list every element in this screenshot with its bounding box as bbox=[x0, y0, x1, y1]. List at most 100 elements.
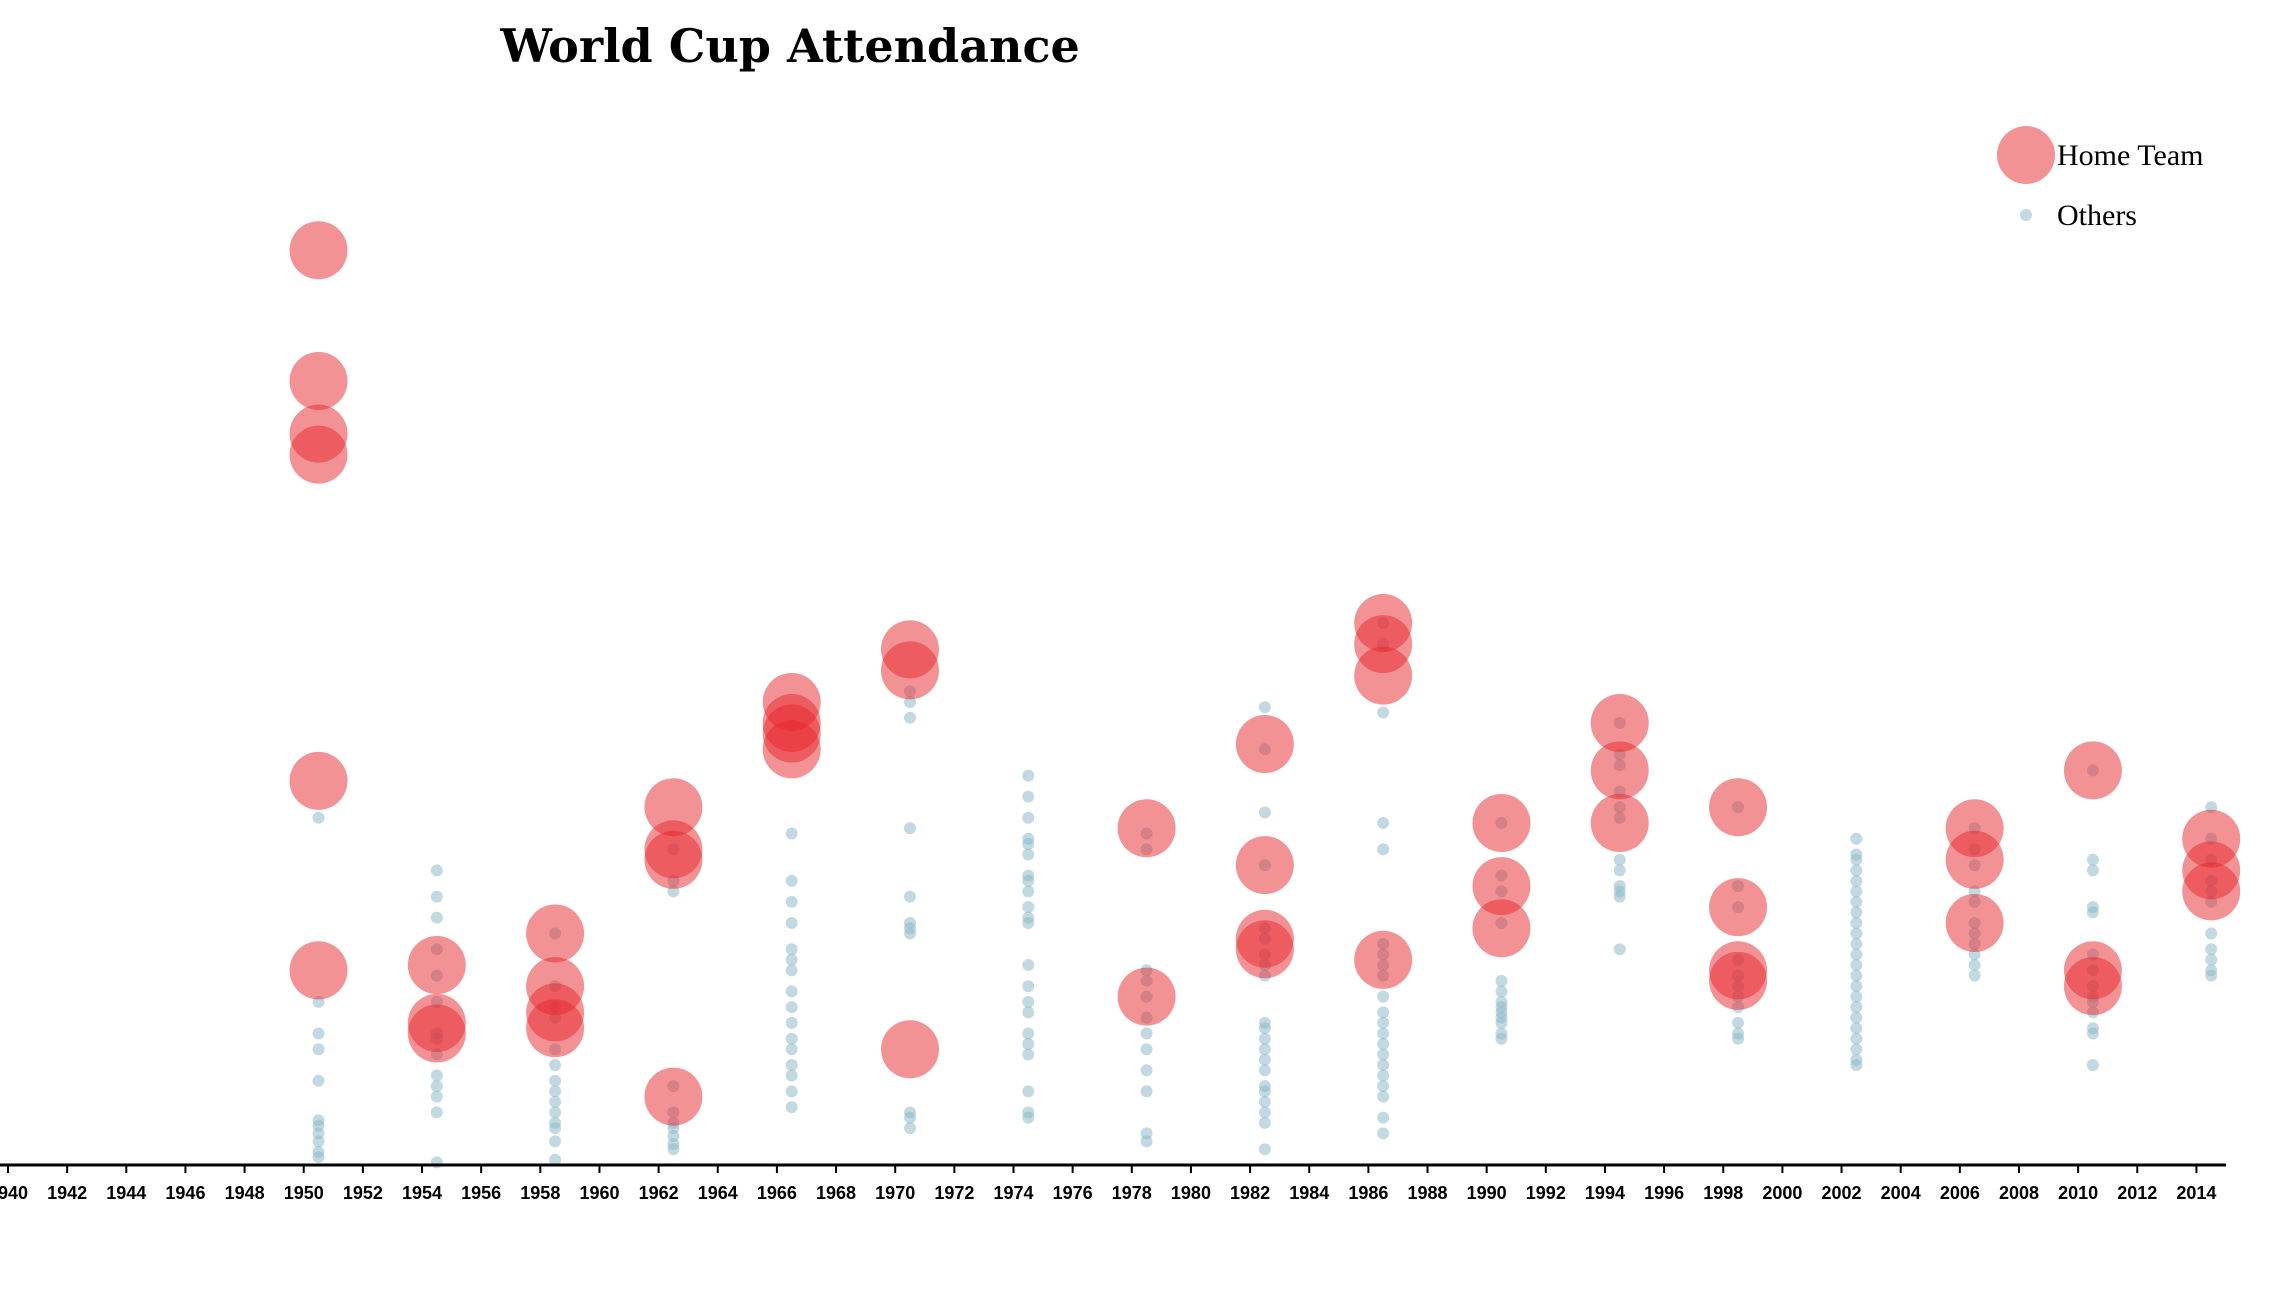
others-point[interactable] bbox=[1968, 969, 1981, 982]
others-point[interactable] bbox=[1850, 874, 1863, 887]
others-point[interactable] bbox=[1022, 959, 1035, 972]
others-point[interactable] bbox=[1850, 853, 1863, 866]
others-point[interactable] bbox=[1850, 906, 1863, 919]
home-team-point[interactable] bbox=[2063, 741, 2122, 800]
home-team-point[interactable] bbox=[1235, 836, 1294, 895]
home-team-point[interactable] bbox=[762, 720, 821, 779]
home-team-point[interactable] bbox=[1472, 857, 1531, 916]
home-team-point[interactable] bbox=[1709, 878, 1768, 937]
others-point[interactable] bbox=[1377, 1059, 1390, 1072]
others-point[interactable] bbox=[2205, 969, 2218, 982]
home-team-point[interactable] bbox=[1590, 793, 1649, 852]
others-point[interactable] bbox=[1968, 959, 1981, 972]
home-team-point[interactable] bbox=[1354, 646, 1413, 705]
others-point[interactable] bbox=[1258, 1106, 1271, 1119]
others-point[interactable] bbox=[1377, 1127, 1390, 1140]
others-point[interactable] bbox=[1022, 916, 1035, 929]
others-point[interactable] bbox=[1732, 1016, 1745, 1029]
home-team-point[interactable] bbox=[1590, 694, 1649, 752]
others-point[interactable] bbox=[785, 985, 798, 998]
others-point[interactable] bbox=[1022, 980, 1035, 993]
others-point[interactable] bbox=[1377, 1006, 1390, 1019]
others-point[interactable] bbox=[1258, 1053, 1271, 1066]
others-point[interactable] bbox=[312, 1151, 325, 1164]
others-point[interactable] bbox=[549, 1095, 562, 1108]
others-point[interactable] bbox=[1377, 1048, 1390, 1061]
home-team-point[interactable] bbox=[1117, 799, 1176, 858]
others-point[interactable] bbox=[1377, 1027, 1390, 1040]
others-point[interactable] bbox=[549, 1122, 562, 1135]
others-point[interactable] bbox=[903, 711, 916, 724]
others-point[interactable] bbox=[785, 1043, 798, 1056]
others-point[interactable] bbox=[549, 1074, 562, 1087]
others-point[interactable] bbox=[1022, 811, 1035, 824]
home-team-point[interactable] bbox=[289, 425, 348, 484]
others-point[interactable] bbox=[1022, 838, 1035, 851]
others-point[interactable] bbox=[1022, 901, 1035, 914]
home-team-point[interactable] bbox=[1945, 893, 2004, 952]
home-team-point[interactable] bbox=[644, 830, 703, 889]
others-point[interactable] bbox=[1258, 806, 1271, 819]
others-point[interactable] bbox=[549, 1085, 562, 1098]
home-team-point[interactable] bbox=[289, 221, 348, 280]
others-point[interactable] bbox=[1022, 769, 1035, 782]
others-point[interactable] bbox=[785, 895, 798, 908]
home-team-point[interactable] bbox=[1354, 930, 1413, 989]
home-team-point[interactable] bbox=[2182, 862, 2241, 921]
others-point[interactable] bbox=[785, 953, 798, 966]
home-team-point[interactable] bbox=[880, 641, 939, 700]
others-point[interactable] bbox=[785, 1001, 798, 1014]
others-point[interactable] bbox=[1850, 1059, 1863, 1072]
others-point[interactable] bbox=[785, 916, 798, 929]
others-point[interactable] bbox=[1377, 1111, 1390, 1124]
others-point[interactable] bbox=[903, 1122, 916, 1135]
home-team-point[interactable] bbox=[1709, 951, 1768, 1010]
others-point[interactable] bbox=[1495, 1032, 1508, 1045]
others-point[interactable] bbox=[2205, 927, 2218, 940]
others-point[interactable] bbox=[1613, 864, 1626, 877]
others-point[interactable] bbox=[1850, 959, 1863, 972]
others-point[interactable] bbox=[1258, 1116, 1271, 1129]
others-point[interactable] bbox=[2086, 853, 2099, 866]
others-point[interactable] bbox=[1022, 1048, 1035, 1061]
others-point[interactable] bbox=[785, 1101, 798, 1114]
others-point[interactable] bbox=[312, 1135, 325, 1148]
others-point[interactable] bbox=[1258, 1143, 1271, 1156]
others-point[interactable] bbox=[430, 1080, 443, 1093]
others-point[interactable] bbox=[1258, 1085, 1271, 1098]
others-point[interactable] bbox=[1850, 895, 1863, 908]
others-point[interactable] bbox=[312, 811, 325, 824]
others-point[interactable] bbox=[1850, 969, 1863, 982]
others-point[interactable] bbox=[1140, 1085, 1153, 1098]
others-point[interactable] bbox=[1495, 985, 1508, 998]
others-point[interactable] bbox=[430, 1156, 443, 1169]
home-team-point[interactable] bbox=[407, 936, 466, 995]
others-point[interactable] bbox=[2086, 864, 2099, 877]
others-point[interactable] bbox=[785, 1059, 798, 1072]
others-point[interactable] bbox=[430, 1090, 443, 1103]
others-point[interactable] bbox=[1850, 980, 1863, 993]
others-point[interactable] bbox=[1022, 1111, 1035, 1124]
others-point[interactable] bbox=[1732, 1032, 1745, 1045]
others-point[interactable] bbox=[2086, 1027, 2099, 1040]
others-point[interactable] bbox=[785, 943, 798, 956]
others-point[interactable] bbox=[1850, 990, 1863, 1003]
others-point[interactable] bbox=[1022, 848, 1035, 861]
others-point[interactable] bbox=[1850, 832, 1863, 845]
others-point[interactable] bbox=[1613, 943, 1626, 956]
others-point[interactable] bbox=[2086, 1059, 2099, 1072]
others-point[interactable] bbox=[1022, 1037, 1035, 1050]
home-team-point[interactable] bbox=[289, 751, 348, 810]
home-team-point[interactable] bbox=[1472, 899, 1531, 958]
others-point[interactable] bbox=[785, 1032, 798, 1045]
home-team-point[interactable] bbox=[1945, 830, 2004, 889]
others-point[interactable] bbox=[1022, 1027, 1035, 1040]
home-team-point[interactable] bbox=[1117, 967, 1176, 1026]
others-point[interactable] bbox=[1850, 938, 1863, 950]
others-point[interactable] bbox=[785, 1069, 798, 1082]
others-point[interactable] bbox=[430, 911, 443, 924]
others-point[interactable] bbox=[1377, 1016, 1390, 1029]
others-point[interactable] bbox=[1495, 1016, 1508, 1029]
others-point[interactable] bbox=[1022, 874, 1035, 887]
others-point[interactable] bbox=[1140, 1043, 1153, 1056]
